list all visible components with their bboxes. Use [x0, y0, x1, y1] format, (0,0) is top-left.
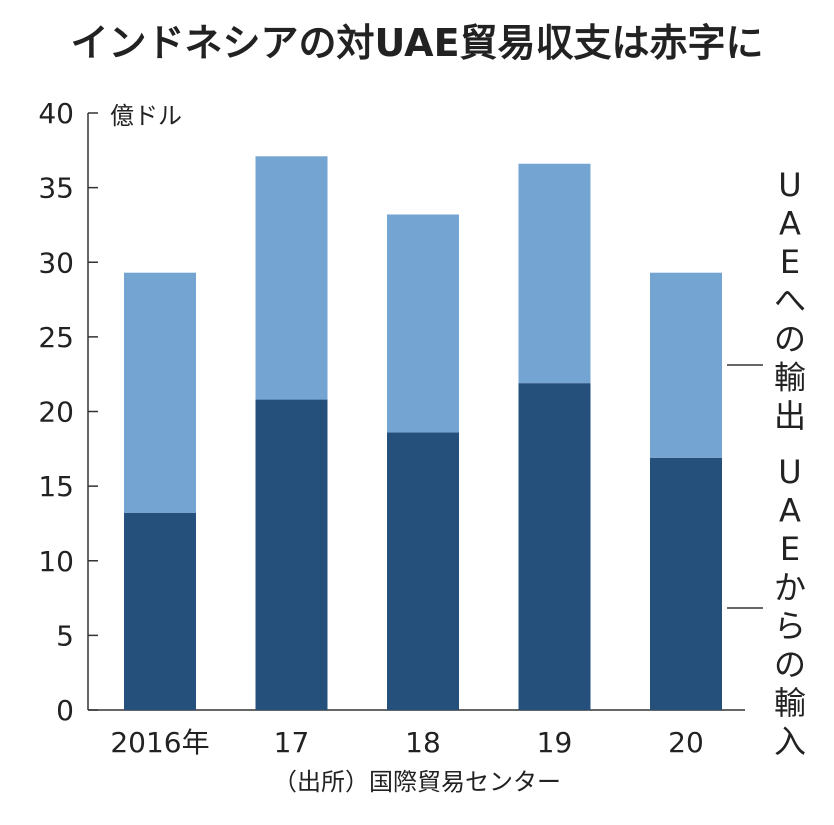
x-tick-label: 20 [668, 726, 704, 759]
bar-segment-export [387, 214, 459, 433]
bar-segment-export [650, 272, 722, 458]
bar-segment-export [255, 156, 328, 400]
y-tick-label: 5 [56, 619, 74, 652]
x-tick-label: 17 [274, 726, 310, 759]
bars [124, 156, 722, 710]
x-tick-label: 19 [537, 726, 573, 759]
y-tick-label: 15 [38, 470, 74, 503]
bar-segment-import [650, 457, 722, 710]
unit-label: 億ドル [110, 102, 182, 130]
y-tick-label: 25 [38, 321, 74, 354]
y-tick-label: 20 [38, 396, 74, 429]
bar-segment-export [124, 272, 196, 513]
y-tick-label: 10 [38, 545, 74, 578]
bar-segment-export [518, 163, 591, 384]
legend-label: U A E への輸出 [774, 166, 806, 435]
source-note: （出所）国際貿易センター [273, 768, 561, 796]
legend: U A E への輸出 U A E からの輸入 [727, 166, 806, 761]
y-tick-label: 30 [38, 246, 74, 279]
x-tick-label: 2016年 [110, 726, 209, 759]
bar-segment-import [387, 432, 459, 710]
bar-segment-import [255, 399, 328, 710]
chart-title: インドネシアの対UAE貿易収支は赤字に [70, 21, 763, 65]
y-tick-label: 40 [38, 97, 74, 130]
x-axis-labels: 2016年 17 18 19 20 [110, 726, 703, 759]
bar-segment-import [518, 383, 591, 710]
y-tick-label: 0 [56, 694, 74, 727]
x-tick-label: 18 [405, 726, 441, 759]
bar-segment-import [124, 512, 196, 710]
y-tick-label: 35 [38, 172, 74, 205]
legend-label: U A E からの輸入 [774, 453, 806, 761]
y-axis: 0 5 10 15 20 25 30 35 40 [38, 97, 745, 727]
